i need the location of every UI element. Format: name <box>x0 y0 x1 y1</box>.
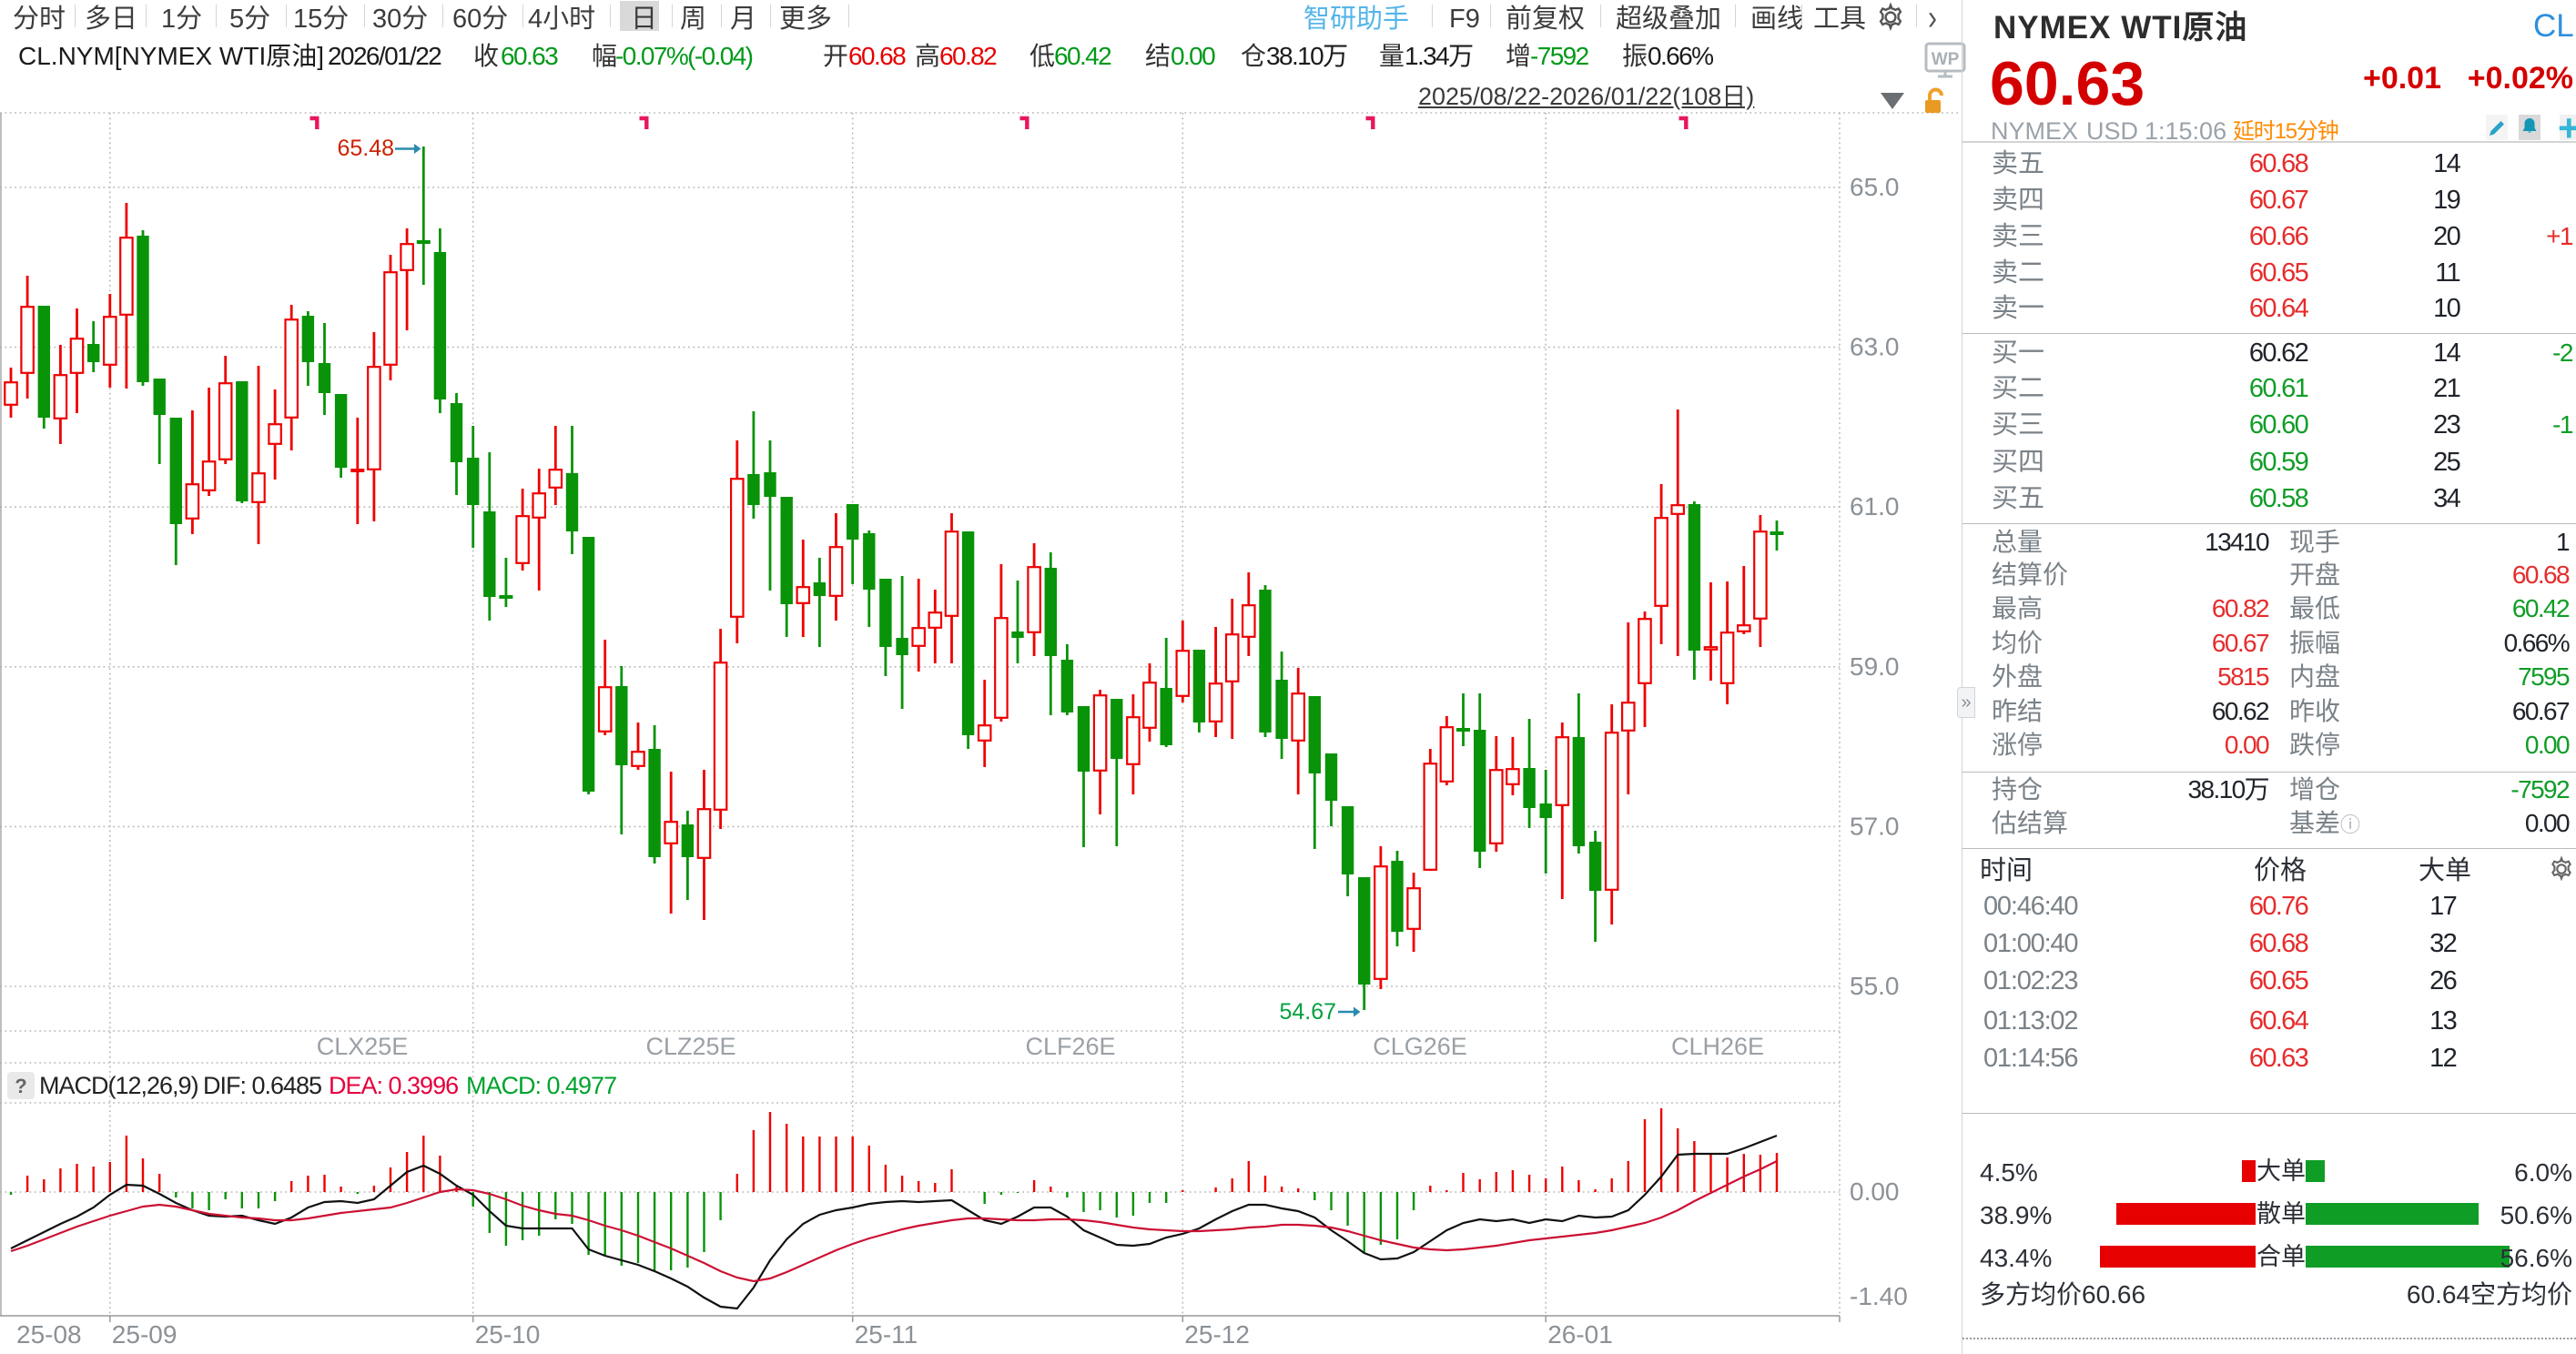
svg-text:MACD(12,26,9): MACD(12,26,9) <box>39 1072 198 1099</box>
svg-text:54.67: 54.67 <box>1279 999 1336 1025</box>
svg-text:?: ? <box>15 1075 26 1097</box>
svg-text:25-08: 25-08 <box>16 1320 82 1349</box>
svg-text:25-10: 25-10 <box>475 1320 541 1349</box>
svg-text:DEA: 0.3996: DEA: 0.3996 <box>329 1072 458 1099</box>
svg-text:25-09: 25-09 <box>112 1320 177 1349</box>
svg-text:55.0: 55.0 <box>1850 972 1900 1000</box>
svg-text:CLH26E: CLH26E <box>1671 1033 1764 1060</box>
svg-text:0.00: 0.00 <box>1850 1177 1900 1206</box>
svg-text:CLZ25E: CLZ25E <box>645 1033 735 1060</box>
svg-text:25-12: 25-12 <box>1184 1320 1250 1349</box>
svg-text:65.0: 65.0 <box>1850 173 1900 201</box>
svg-text:59.0: 59.0 <box>1850 652 1900 681</box>
svg-text:CLG26E: CLG26E <box>1373 1033 1467 1060</box>
svg-text:CLX25E: CLX25E <box>317 1033 409 1060</box>
svg-text:DIF: 0.6485: DIF: 0.6485 <box>203 1072 321 1099</box>
svg-text:57.0: 57.0 <box>1850 812 1900 840</box>
svg-text:65.48: 65.48 <box>337 136 394 161</box>
svg-text:CLF26E: CLF26E <box>1025 1033 1115 1060</box>
svg-text:26-01: 26-01 <box>1547 1320 1613 1349</box>
svg-text:-1.40: -1.40 <box>1850 1282 1908 1310</box>
svg-text:25-11: 25-11 <box>855 1320 918 1349</box>
svg-text:61.0: 61.0 <box>1850 492 1900 520</box>
svg-text:MACD: 0.4977: MACD: 0.4977 <box>466 1072 616 1099</box>
svg-text:WP: WP <box>1932 50 1960 69</box>
svg-text:63.0: 63.0 <box>1850 333 1900 361</box>
